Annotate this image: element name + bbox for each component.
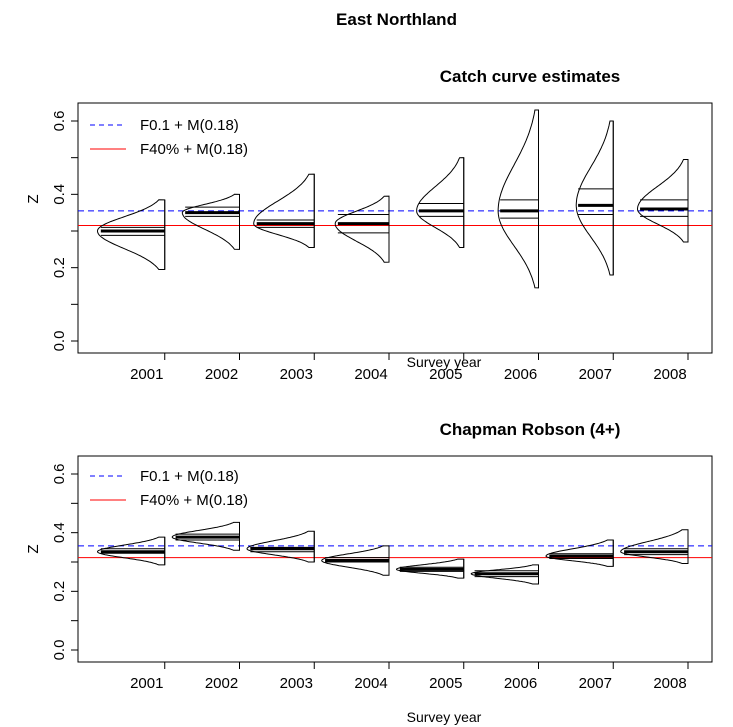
x-tick-label: 2007 — [579, 675, 612, 692]
y-tick-label: 0.6 — [51, 464, 68, 485]
distribution-2005 — [395, 558, 465, 579]
density-outline — [470, 564, 539, 585]
legend-label-f40: F40% + M(0.18) — [140, 141, 248, 158]
legend: F0.1 + M(0.18) F40% + M(0.18) — [90, 468, 248, 509]
density-outline — [575, 120, 614, 276]
x-tick-label: 2001 — [130, 675, 163, 692]
x-tick-label: 2008 — [653, 366, 686, 383]
distribution-2001 — [96, 536, 166, 566]
x-tick-label: 2005 — [429, 366, 462, 383]
density-outline — [181, 193, 240, 250]
x-axis-label: Survey year — [407, 354, 482, 370]
density-outline — [497, 109, 539, 289]
density-outline — [321, 545, 390, 576]
distribution-2006 — [470, 564, 539, 585]
y-tick-label: 0.0 — [51, 331, 68, 352]
axes: 0.0 0.2 0.4 0.6 2001 2002 2003 2004 2005 2006 2007… — [51, 455, 713, 692]
x-tick-label: 2001 — [130, 366, 163, 383]
x-axis-label: Survey year — [407, 709, 482, 725]
x-tick-label: 2003 — [280, 675, 313, 692]
chart-title: Chapman Robson (4+) — [440, 420, 621, 439]
legend-label-f01: F0.1 + M(0.18) — [140, 117, 239, 134]
distribution-2001 — [96, 199, 166, 270]
density-outline — [620, 529, 689, 565]
reference-lines — [78, 545, 712, 559]
distribution-2005 — [416, 157, 465, 248]
chapman-robson-chart: Chapman Robson (4+) Survey year Z F0.1 +… — [25, 420, 713, 725]
y-tick-label: 0.4 — [51, 184, 68, 205]
distribution-2007 — [575, 120, 614, 276]
density-outline — [334, 195, 390, 263]
x-tick-label: 2006 — [504, 675, 537, 692]
distribution-2004 — [321, 545, 390, 576]
plot-frame — [77, 455, 713, 663]
x-tick-label: 2004 — [354, 366, 387, 383]
x-tick-label: 2007 — [579, 366, 612, 383]
density-outline — [171, 521, 240, 551]
reference-lines — [78, 210, 712, 226]
y-axis-label: Z — [25, 544, 42, 553]
distribution-2002 — [171, 521, 240, 551]
distribution-2006 — [497, 109, 539, 289]
density-outline — [246, 530, 315, 563]
density-outline — [253, 173, 315, 248]
density-outline — [96, 536, 166, 566]
distributions — [96, 109, 689, 289]
density-outline — [545, 539, 614, 567]
distribution-2008 — [636, 159, 689, 243]
distributions — [96, 521, 689, 585]
legend: F0.1 + M(0.18) F40% + M(0.18) — [90, 117, 248, 158]
x-tick-label: 2005 — [429, 675, 462, 692]
catch-curve-chart: Catch curve estimates Survey year Z F0.1… — [25, 67, 713, 383]
axes: 0.0 0.2 0.4 0.6 2001 2002 2003 2004 2005 2006 2007… — [51, 102, 713, 383]
x-tick-label: 2004 — [354, 675, 387, 692]
density-outline — [636, 159, 689, 243]
x-tick-label: 2002 — [205, 675, 238, 692]
legend-label-f40: F40% + M(0.18) — [140, 492, 248, 509]
y-axis-label: Z — [25, 194, 42, 203]
y-tick-label: 0.2 — [51, 257, 68, 278]
distribution-2004 — [334, 195, 390, 263]
distribution-2007 — [545, 539, 614, 567]
density-outline — [96, 199, 166, 270]
distribution-2003 — [253, 173, 315, 248]
distribution-2008 — [620, 529, 689, 565]
chart-title: Catch curve estimates — [440, 67, 620, 86]
y-tick-label: 0.0 — [51, 640, 68, 661]
y-tick-label: 0.6 — [51, 111, 68, 132]
figure-title: East Northland — [336, 10, 457, 29]
distribution-2002 — [181, 193, 240, 250]
x-tick-label: 2008 — [653, 675, 686, 692]
y-tick-label: 0.2 — [51, 581, 68, 602]
density-outline — [416, 157, 465, 248]
legend-label-f01: F0.1 + M(0.18) — [140, 468, 239, 485]
x-tick-label: 2003 — [280, 366, 313, 383]
y-tick-label: 0.4 — [51, 522, 68, 543]
plot-frame — [77, 102, 713, 354]
density-outline — [395, 558, 465, 579]
x-tick-label: 2002 — [205, 366, 238, 383]
x-tick-label: 2006 — [504, 366, 537, 383]
distribution-2003 — [246, 530, 315, 563]
